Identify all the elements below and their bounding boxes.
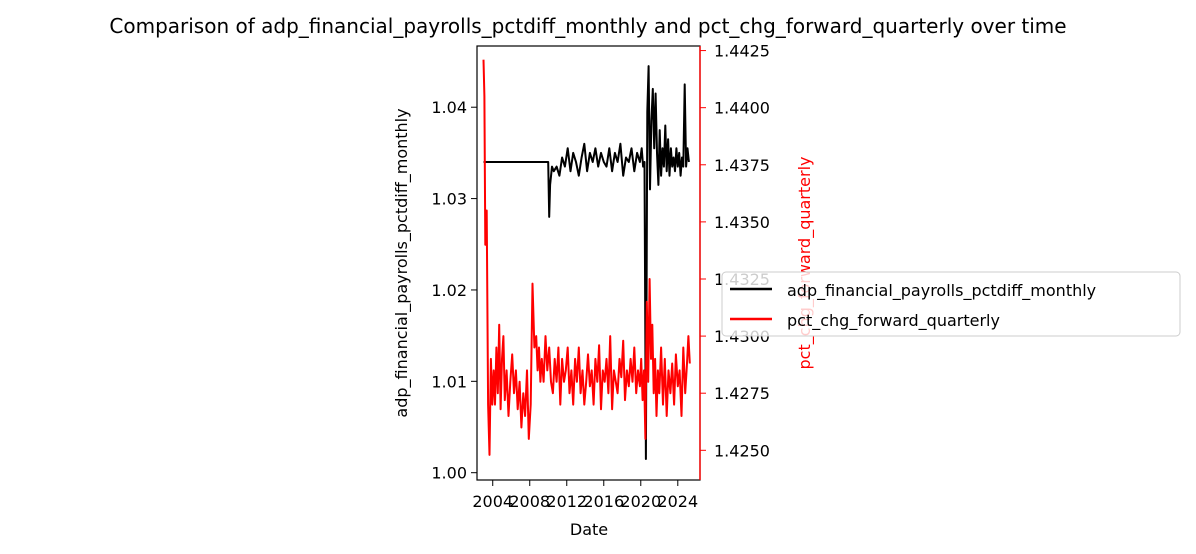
x-tick-label: 2024 [657,492,698,511]
y-axis-left-label: adp_financial_payrolls_pctdiff_monthly [392,108,412,417]
series-line-pct-chg-forward-quarterly [482,59,691,456]
x-tick-label: 2016 [583,492,624,511]
y-left-tick-label: 1.02 [431,281,467,300]
plot-series [482,59,691,460]
y-left-tick-label: 1.00 [431,464,467,483]
chart-title: Comparison of adp_financial_payrolls_pct… [109,14,1066,38]
legend-box [721,271,1181,337]
legend-label-payrolls: adp_financial_payrolls_pctdiff_monthly [787,281,1096,301]
y-left-tick-label: 1.03 [431,190,467,209]
y-left-tick-label: 1.04 [431,98,467,117]
y-right-tick-label: 1.4425 [714,42,770,61]
y-right-tick-label: 1.4400 [714,99,770,118]
y-axis-right: 1.42501.42751.43001.43251.43501.43751.44… [700,42,770,460]
y-right-tick-label: 1.4350 [714,213,770,232]
y-right-tick-label: 1.4275 [714,384,770,403]
x-tick-label: 2020 [620,492,661,511]
y-left-tick-label: 1.01 [431,372,467,391]
legend: adp_financial_payrolls_pctdiff_monthly p… [721,271,1181,337]
x-tick-label: 2004 [472,492,513,511]
y-right-tick-label: 1.4375 [714,156,770,175]
y-axis-right-label: pct_chg_forward_quarterly [795,157,815,370]
y-axis-left: 1.00 1.01 1.02 1.03 1.04 [431,98,477,483]
x-tick-label: 2012 [546,492,587,511]
y-right-tick-label: 1.4250 [714,441,770,460]
x-tick-label: 2008 [509,492,550,511]
series-line-adp-financial-payrolls [483,65,690,460]
x-axis-label: Date [570,520,608,539]
legend-label-pct-chg: pct_chg_forward_quarterly [787,311,1000,331]
